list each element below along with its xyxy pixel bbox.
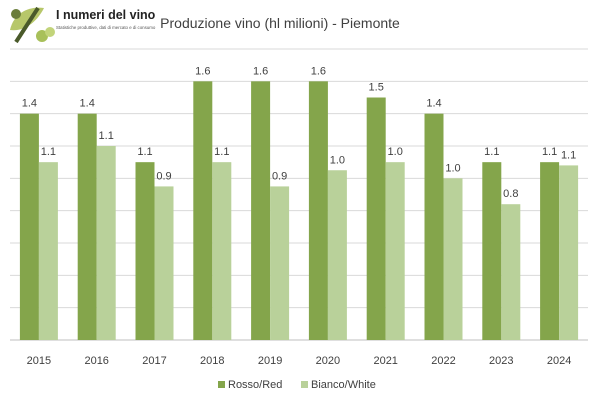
data-label-white-2015: 1.1 xyxy=(41,146,56,158)
bar-white-2018 xyxy=(212,162,232,340)
bar-white-2020 xyxy=(327,170,347,340)
legend-label-red: Rosso/Red xyxy=(228,379,282,391)
x-tick-label-2016: 2016 xyxy=(84,355,108,367)
bar-red-2016 xyxy=(77,113,97,341)
x-tick-label-2023: 2023 xyxy=(489,355,513,367)
logo-subtitle: Statistiche produttive, dati di mercato … xyxy=(56,25,156,30)
x-tick-label-2024: 2024 xyxy=(547,355,571,367)
legend-swatch-red xyxy=(218,381,225,388)
bar-red-2024 xyxy=(540,162,560,340)
x-tick-label-2020: 2020 xyxy=(316,355,340,367)
bar-white-2021 xyxy=(385,162,405,340)
legend: Rosso/Red Bianco/White xyxy=(218,379,376,391)
bar-white-2017 xyxy=(154,186,174,340)
data-label-white-2019: 0.9 xyxy=(272,170,287,182)
x-tick-label-2017: 2017 xyxy=(142,355,166,367)
grape-icon xyxy=(45,27,55,37)
x-tick-label-2015: 2015 xyxy=(27,355,51,367)
data-label-white-2018: 1.1 xyxy=(214,146,229,158)
data-label-red-2023: 1.1 xyxy=(484,146,499,158)
data-label-white-2021: 1.0 xyxy=(388,146,403,158)
bar-red-2023 xyxy=(482,162,502,340)
data-label-red-2024: 1.1 xyxy=(542,146,557,158)
data-label-red-2016: 1.4 xyxy=(80,98,95,110)
chart-title: Produzione vino (hl milioni) - Piemonte xyxy=(160,15,400,31)
logo xyxy=(10,6,55,44)
bar-red-2018 xyxy=(193,81,213,340)
data-label-white-2016: 1.1 xyxy=(99,130,114,142)
bar-red-2015 xyxy=(19,113,39,341)
bar-red-2021 xyxy=(366,97,386,340)
data-label-white-2017: 0.9 xyxy=(156,170,171,182)
bar-white-2022 xyxy=(443,178,463,340)
x-tick-label-2018: 2018 xyxy=(200,355,224,367)
logo-title: I numeri del vino xyxy=(56,8,156,22)
bar-white-2016 xyxy=(96,146,116,340)
data-labels: 1.4 1.1 1.4 1.1 1.1 0.9 1.6 1.1 1.6 0.9 1.6 1.0 1.5 1… xyxy=(22,65,576,200)
x-tick-label-2019: 2019 xyxy=(258,355,282,367)
legend-swatch-white xyxy=(301,381,308,388)
bar-white-2024 xyxy=(559,165,579,340)
bar-red-2020 xyxy=(308,81,328,340)
data-label-red-2019: 1.6 xyxy=(253,65,268,77)
data-label-white-2020: 1.0 xyxy=(330,154,345,166)
data-label-white-2022: 1.0 xyxy=(445,162,460,174)
bar-red-2017 xyxy=(135,162,155,340)
data-label-red-2018: 1.6 xyxy=(195,65,210,77)
data-label-red-2020: 1.6 xyxy=(311,65,326,77)
grape-icon xyxy=(36,30,48,42)
x-tick-label-2022: 2022 xyxy=(431,355,455,367)
data-label-red-2021: 1.5 xyxy=(369,82,384,94)
bar-red-2019 xyxy=(251,81,271,340)
data-label-white-2023: 0.8 xyxy=(503,188,518,200)
percent-dot xyxy=(11,9,21,19)
bar-white-2023 xyxy=(501,204,521,340)
legend-label-white: Bianco/White xyxy=(311,379,376,391)
bars xyxy=(19,81,579,341)
percent-slash xyxy=(14,6,40,44)
data-label-red-2022: 1.4 xyxy=(426,98,441,110)
data-label-white-2024: 1.1 xyxy=(561,149,576,161)
bar-white-2019 xyxy=(270,186,290,340)
x-tick-label-2021: 2021 xyxy=(373,355,397,367)
x-axis-tick-labels: 2015 2016 2017 2018 2019 2020 2021 2022 2023 2024 xyxy=(27,355,572,367)
bar-red-2022 xyxy=(424,113,444,341)
data-label-red-2017: 1.1 xyxy=(137,146,152,158)
bar-white-2015 xyxy=(38,162,58,340)
data-label-red-2015: 1.4 xyxy=(22,98,37,110)
